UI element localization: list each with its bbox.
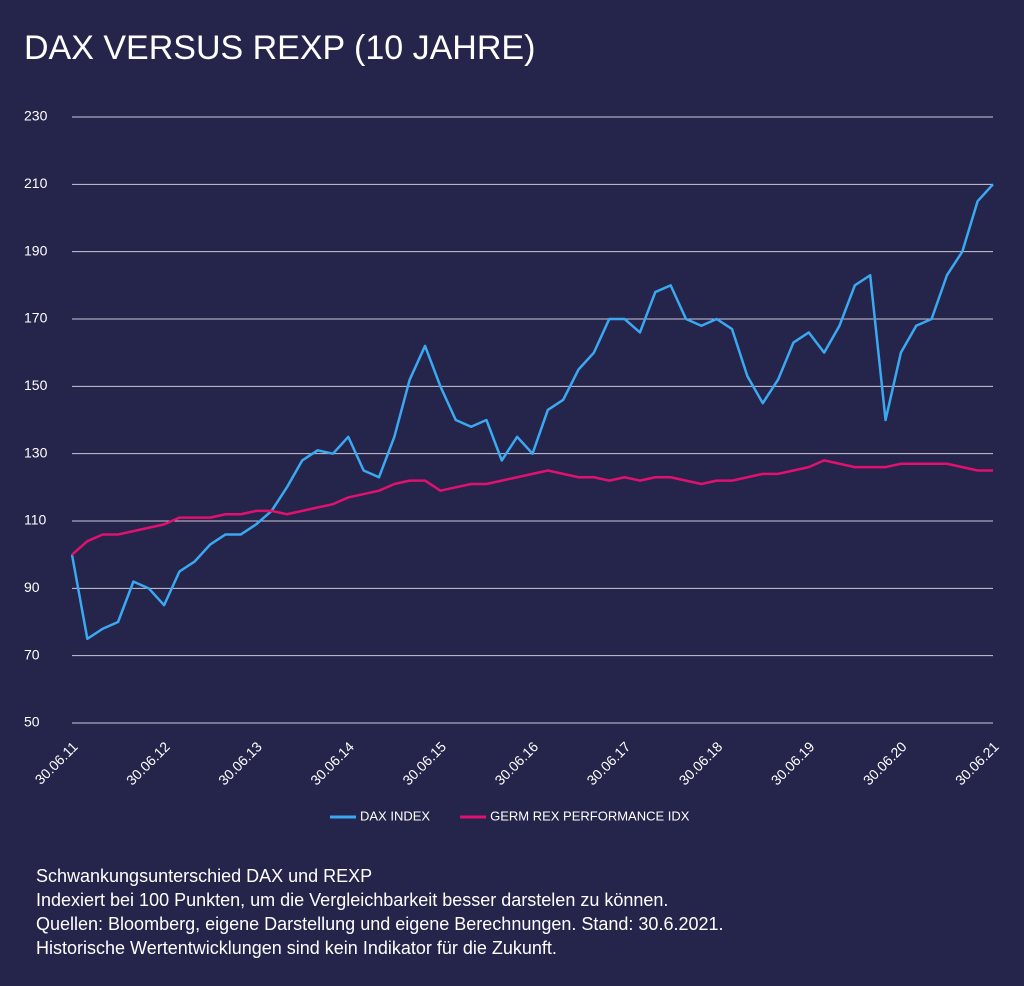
footnote-line: Schwankungsunterschied DAX und REXP	[36, 866, 373, 886]
x-tick-label: 30.06.21	[952, 738, 1002, 788]
x-tick-label: 30.06.17	[583, 738, 633, 788]
y-tick-label: 110	[24, 512, 47, 528]
footnotes: Schwankungsunterschied DAX und REXP Index…	[36, 864, 724, 960]
y-tick-label: 70	[24, 646, 40, 662]
x-tick-label: 30.06.11	[32, 738, 81, 787]
y-tick-label: 90	[24, 579, 40, 595]
series-line	[70, 183, 994, 641]
y-tick-label: 210	[24, 175, 48, 191]
y-tick-label: 150	[24, 377, 48, 393]
legend-label: DAX INDEX	[360, 808, 430, 823]
footnote-line: Quellen: Bloomberg, eigene Darstellung u…	[36, 914, 724, 934]
y-tick-label: 190	[24, 242, 48, 258]
x-tick-label: 30.06.19	[768, 738, 818, 788]
legend-label: GERM REX PERFORMANCE IDX	[490, 808, 690, 823]
x-tick-label: 30.06.13	[215, 738, 265, 788]
chart-title: DAX VERSUS REXP (10 JAHRE)	[24, 29, 535, 67]
x-tick-label: 30.06.15	[399, 738, 449, 788]
footnote-line: Indexiert bei 100 Punkten, um die Vergle…	[36, 890, 669, 910]
series-line	[71, 459, 993, 556]
chart: DAX VERSUS REXP (10 JAHRE) 50 70 90 110 130 1…	[24, 29, 1002, 823]
x-tick-label: 30.06.12	[123, 738, 173, 788]
y-tick-label: 130	[24, 444, 48, 460]
x-tick-label: 30.06.16	[491, 738, 541, 788]
x-tick-label: 30.06.20	[860, 738, 910, 788]
x-tick-label: 30.06.18	[676, 738, 726, 788]
y-tick-label: 50	[24, 714, 40, 730]
y-tick-label: 230	[24, 108, 48, 124]
y-tick-label: 170	[24, 310, 48, 326]
x-tick-label: 30.06.14	[307, 738, 357, 788]
footnote-line: Historische Wertentwicklungen sind kein …	[36, 938, 557, 958]
